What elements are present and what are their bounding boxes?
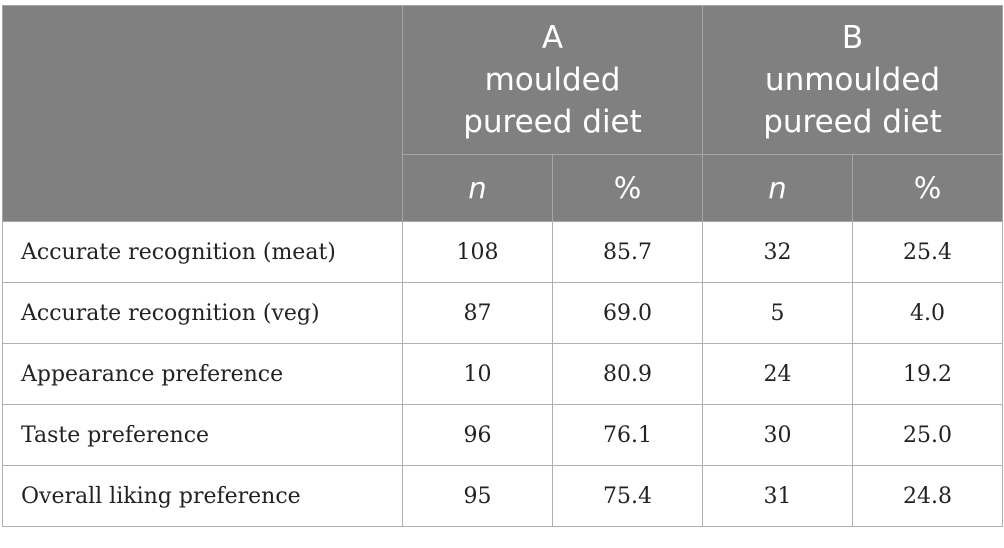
group-header-row: A moulded pureed diet B unmoulded pureed… (2, 5, 1003, 155)
group-a-n-cell: 87 (402, 282, 553, 344)
group-b-n-cell: 30 (702, 404, 853, 466)
group-b-pct-cell: 25.4 (852, 221, 1003, 283)
group-b-pct-cell: 4.0 (852, 282, 1003, 344)
results-table: A moulded pureed diet B unmoulded pureed… (2, 5, 1003, 527)
table-row: Accurate recognition (meat) 108 85.7 32 … (2, 221, 1003, 283)
group-a-n-cell: 108 (402, 221, 553, 283)
row-label: Accurate recognition (meat) (2, 221, 403, 283)
row-label: Accurate recognition (veg) (2, 282, 403, 344)
group-a-n-header: n (402, 154, 553, 222)
group-a-pct-cell: 80.9 (552, 343, 703, 405)
group-a-n-cell: 10 (402, 343, 553, 405)
table-row: Accurate recognition (veg) 87 69.0 5 4.0 (2, 282, 1003, 344)
table-row: Appearance preference 10 80.9 24 19.2 (2, 343, 1003, 405)
group-b-n-cell: 24 (702, 343, 853, 405)
group-b-line1: unmoulded (764, 62, 941, 98)
group-b-pct-header: % (852, 154, 1003, 222)
group-a-line2: pureed diet (463, 104, 642, 140)
group-b-pct-cell: 19.2 (852, 343, 1003, 405)
group-a-pct-header: % (552, 154, 703, 222)
group-b-n-header: n (702, 154, 853, 222)
row-label: Taste preference (2, 404, 403, 466)
group-b-n-cell: 31 (702, 465, 853, 527)
group-a-line1: moulded (484, 62, 621, 98)
table-header: A moulded pureed diet B unmoulded pureed… (2, 5, 1003, 222)
group-a-pct-cell: 76.1 (552, 404, 703, 466)
stat-header-row: n % n % (2, 154, 1003, 222)
group-b-pct-cell: 24.8 (852, 465, 1003, 527)
row-label: Appearance preference (2, 343, 403, 405)
stat-corner-cell (2, 154, 403, 222)
row-label: Overall liking preference (2, 465, 403, 527)
group-a-header: A moulded pureed diet (402, 5, 703, 155)
group-b-n-cell: 5 (702, 282, 853, 344)
group-b-header: B unmoulded pureed diet (702, 5, 1003, 155)
group-a-pct-cell: 85.7 (552, 221, 703, 283)
table-row: Overall liking preference 95 75.4 31 24.… (2, 465, 1003, 527)
group-a-n-cell: 95 (402, 465, 553, 527)
group-b-letter: B (841, 20, 864, 56)
group-a-pct-cell: 69.0 (552, 282, 703, 344)
group-a-pct-cell: 75.4 (552, 465, 703, 527)
group-b-line2: pureed diet (763, 104, 942, 140)
table-body: Accurate recognition (meat) 108 85.7 32 … (2, 221, 1003, 527)
group-b-n-cell: 32 (702, 221, 853, 283)
table-row: Taste preference 96 76.1 30 25.0 (2, 404, 1003, 466)
header-corner-cell (2, 5, 403, 155)
group-a-n-cell: 96 (402, 404, 553, 466)
group-a-letter: A (541, 20, 564, 56)
group-b-pct-cell: 25.0 (852, 404, 1003, 466)
